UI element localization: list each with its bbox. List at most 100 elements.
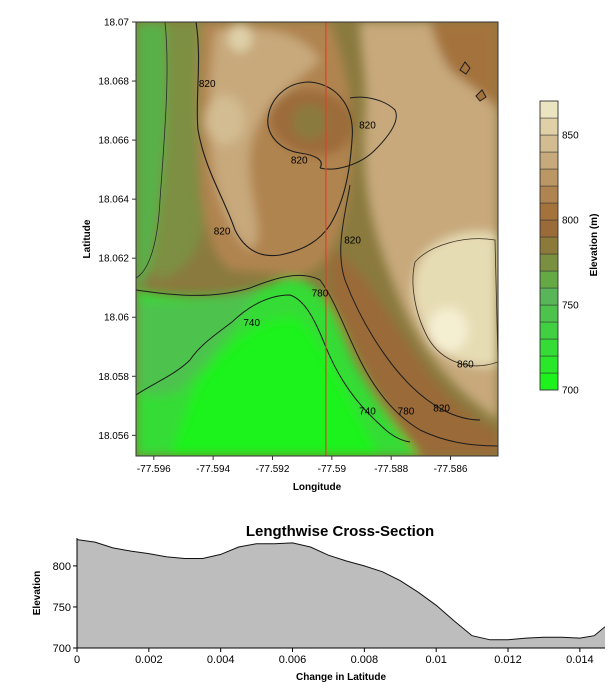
map-x-tick-label: -77.596: [137, 464, 171, 475]
cross-section-panel: Lengthwise Cross-Section 0 0.002 0.004 0.00…: [32, 523, 605, 683]
small-contour-features: [459, 61, 487, 102]
contour-label: 820: [291, 156, 308, 167]
south-bright-green: [170, 318, 380, 456]
contour-label: 820: [344, 235, 361, 246]
map-y-tick-label: 18.062: [98, 254, 129, 265]
colorbar-cell: [539, 134, 559, 153]
map-y-tick-label: 18.056: [98, 431, 129, 442]
colorbar-cell: [539, 304, 559, 323]
colorbar-cell: [539, 236, 559, 255]
colorbar-cell: [539, 253, 559, 272]
map-y-tick-label: 18.064: [98, 195, 129, 206]
contour-780-band: [136, 274, 498, 447]
contour-labels: 820 820 820 820 820 780 740 860 740 780 820: [199, 79, 474, 418]
colorbar-cell: [539, 338, 559, 357]
map-x-tick-label: -77.586: [434, 464, 468, 475]
central-tan-band: [209, 28, 320, 251]
colorbar-tick-label: 750: [562, 301, 579, 312]
south-mid-green: [136, 290, 260, 396]
colorbar-cell: [539, 151, 559, 170]
contour-map-panel: 820 820 820 820 820 780 740 860 740 780 820 -77.59…: [82, 18, 499, 493]
cross-section-area: [77, 539, 605, 648]
map-x-tick-label: -77.592: [256, 464, 290, 475]
upper-tan-patch: [205, 95, 245, 145]
contour-820-east: [340, 184, 481, 421]
xs-y-tick-label: 800: [53, 561, 71, 573]
map-y-tick-label: 18.068: [98, 77, 129, 88]
contour-label: 740: [243, 318, 260, 329]
map-y-tick-label: 18.058: [98, 372, 129, 383]
colorbar-cell: [539, 117, 559, 136]
xs-x-axis-label: Change in Latitude: [296, 672, 386, 683]
colorbar-cell: [539, 372, 559, 391]
map-x-tick-label: -77.594: [196, 464, 230, 475]
map-x-tick-label: -77.588: [374, 464, 408, 475]
contour-820-west: [195, 22, 353, 257]
contour-740-line: [136, 294, 411, 443]
xs-x-tick-label: 0.01: [425, 654, 446, 666]
xs-y-axis: 700 750 800: [53, 561, 77, 655]
map-y-axis: 18.056 18.058 18.06 18.062 18.064 18.066 18.06…: [98, 18, 136, 442]
map-y-tick-label: 18.06: [104, 313, 129, 324]
map-x-tick-label: -77.59: [318, 464, 347, 475]
east-slope-brown: [330, 250, 498, 456]
small-peak-1: [459, 61, 471, 75]
colorbar-cells: [539, 100, 559, 391]
xs-x-tick-label: 0.006: [279, 654, 307, 666]
map-y-tick-label: 18.066: [98, 136, 129, 147]
map-plot-frame: [135, 21, 499, 457]
colorbar-cell: [539, 270, 559, 289]
top-light-patch: [228, 24, 252, 52]
xs-x-tick-label: 0.004: [207, 654, 235, 666]
xs-y-tick-label: 700: [53, 643, 71, 655]
contour-820-ring: [319, 96, 397, 170]
xs-x-tick-label: 0.008: [351, 654, 379, 666]
xs-y-tick-label: 750: [53, 602, 71, 614]
contour-label: 740: [359, 407, 376, 418]
surface-blobs: [136, 22, 498, 456]
contour-label: 820: [359, 120, 376, 131]
xs-x-tick-label: 0.014: [566, 654, 594, 666]
colorbar-ticks: 700 750 800 850: [562, 131, 579, 397]
contour-label: 780: [398, 407, 415, 418]
elevation-surface: [136, 22, 498, 456]
map-y-tick-label: 18.07: [104, 18, 129, 29]
hill-core: [292, 104, 328, 140]
contour-840-east: [412, 238, 498, 367]
small-peak-2: [475, 89, 487, 102]
colorbar-frame: [539, 100, 559, 391]
colorbar-cell: [539, 168, 559, 187]
colorbar-label: Elevation (m): [589, 214, 600, 277]
contour-800-west: [136, 22, 168, 279]
west-olive-strip: [150, 22, 203, 280]
colorbar-cell: [539, 321, 559, 340]
cross-section-title: Lengthwise Cross-Section: [246, 523, 434, 540]
colorbar-cell: [539, 219, 559, 238]
east-pale-core: [428, 308, 468, 352]
colorbar-cell: [539, 100, 559, 119]
xs-x-tick-label: 0.002: [135, 654, 163, 666]
contour-label: 820: [433, 404, 450, 415]
xs-x-tick-label: 0: [74, 654, 80, 666]
colorbar-cell: [539, 287, 559, 306]
colorbar-cell: [539, 185, 559, 204]
xs-x-axis: 0 0.002 0.004 0.006 0.008 0.01 0.012 0.014: [74, 648, 594, 666]
map-x-axis: -77.596 -77.594 -77.592 -77.59 -77.588 -77.58…: [137, 456, 468, 475]
colorbar-cell: [539, 355, 559, 374]
map-x-axis-label: Longitude: [293, 482, 342, 493]
colorbar: 700 750 800 850 Elevation (m): [539, 100, 600, 397]
contour-label: 860: [457, 359, 474, 370]
colorbar-tick-label: 800: [562, 216, 579, 227]
xs-x-tick-label: 0.012: [494, 654, 522, 666]
contour-label: 780: [312, 289, 329, 300]
colorbar-tick-label: 850: [562, 131, 579, 142]
cross-section-profile-line: [77, 539, 605, 641]
contour-label: 820: [214, 227, 231, 238]
map-y-axis-label: Latitude: [82, 219, 93, 258]
colorbar-tick-label: 700: [562, 386, 579, 397]
xs-y-axis-label: Elevation: [32, 571, 43, 615]
colorbar-cell: [539, 202, 559, 221]
contour-lines: [136, 22, 498, 447]
contour-label: 820: [199, 79, 216, 90]
